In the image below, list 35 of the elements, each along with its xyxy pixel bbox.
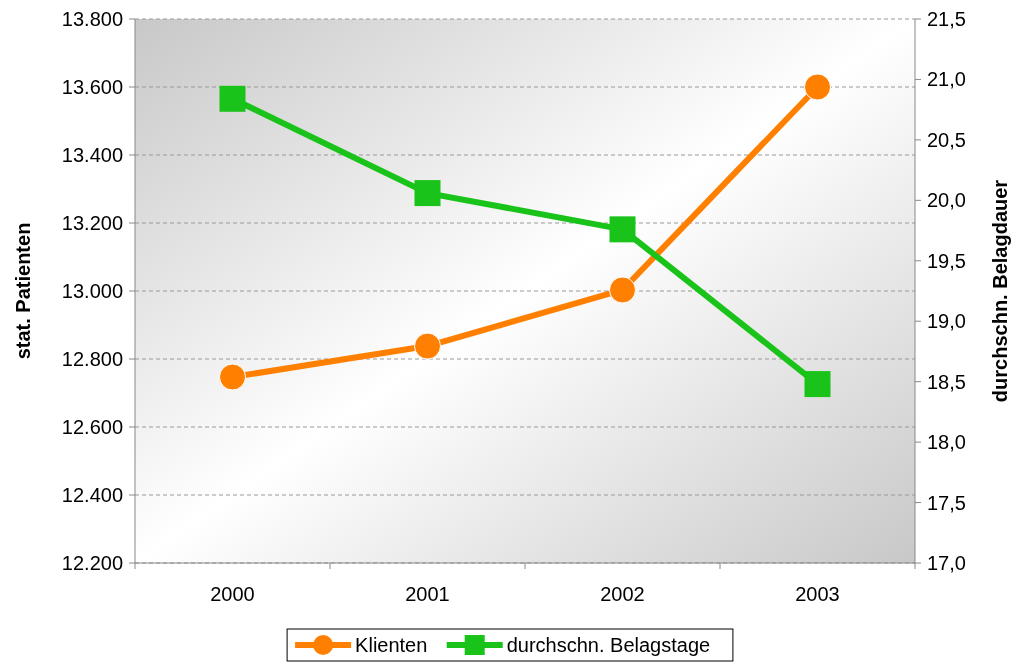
y-axis-title: stat. Patienten: [12, 222, 34, 360]
y2-tick-label: 20,5: [927, 128, 966, 151]
point: [609, 276, 636, 304]
x-tick-label: 2002: [600, 583, 645, 605]
point: [609, 216, 636, 243]
y2-tick-label: 20,0: [927, 189, 966, 212]
y-tick-label: 12.400: [61, 484, 123, 506]
y-tick-label: 13.800: [61, 8, 123, 30]
y2-tick-label: 19,5: [927, 249, 966, 272]
y-tick-label: 13.400: [61, 144, 123, 166]
point: [414, 180, 441, 207]
y-tick-label: 13.200: [61, 212, 123, 234]
y2-tick-label: 18,0: [927, 431, 966, 454]
legend-label: Klienten: [355, 634, 428, 656]
y-tick-label: 12.200: [61, 552, 123, 574]
point: [804, 371, 831, 398]
y-tick-label: 13.000: [61, 280, 123, 302]
y2-axis-title: durchschn. Belagdauer: [989, 179, 1011, 403]
y2-tick-label: 17,5: [927, 491, 966, 514]
y-tick-label: 12.800: [61, 348, 123, 370]
y2-tick-label: 21,5: [927, 8, 966, 30]
point: [414, 332, 441, 360]
point: [219, 363, 246, 391]
point: [219, 85, 246, 112]
point: [804, 73, 831, 101]
y-tick-label: 13.600: [61, 76, 123, 98]
y2-tick-label: 21,0: [927, 68, 966, 91]
x-tick-label: 2003: [795, 583, 840, 605]
y2-tick-label: 19,0: [927, 310, 966, 333]
y2-tick-label: 17,0: [927, 552, 966, 574]
y2-tick-label: 18,5: [927, 370, 966, 393]
x-tick-label: 2001: [405, 583, 450, 605]
legend-label: durchschn. Belagstage: [506, 634, 711, 656]
x-tick-label: 2000: [210, 583, 255, 605]
y-tick-label: 12.600: [61, 416, 123, 438]
